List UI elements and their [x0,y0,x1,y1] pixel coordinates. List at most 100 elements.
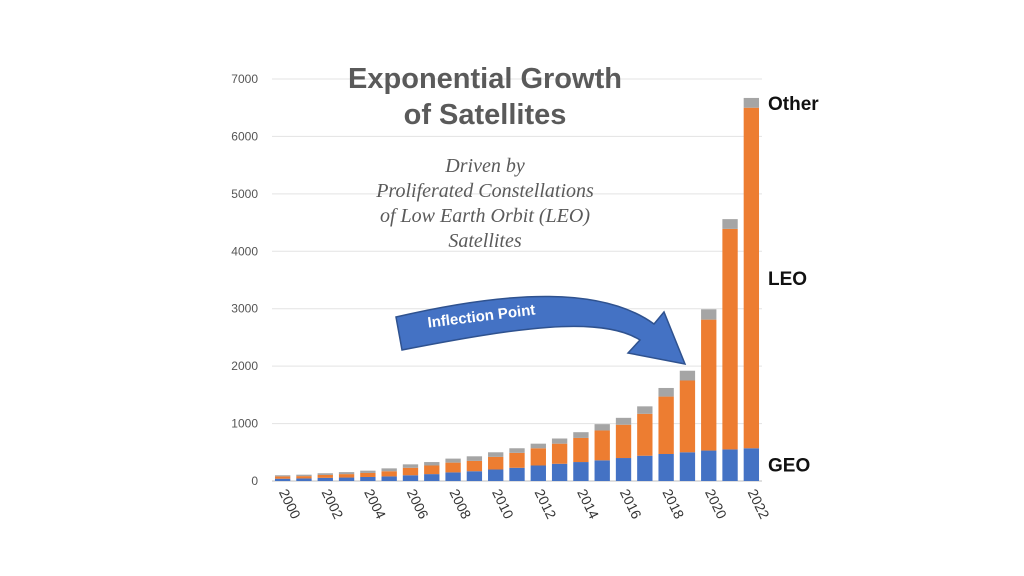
bar-leo-2019 [679,380,696,453]
bar-geo-2001 [296,478,312,481]
x-tick-label-2004: 2004 [361,486,389,521]
bar-other-2004 [360,470,376,473]
bar-geo-2017 [637,455,653,481]
x-tick-label-2014: 2014 [574,486,602,521]
series-label-leo: LEO [768,269,807,290]
bar-leo-2015 [594,430,610,461]
bar-other-2017 [637,406,653,414]
bar-geo-2012 [530,465,546,481]
x-tick-label-2020: 2020 [702,486,730,521]
bar-other-2015 [594,424,610,431]
bar-leo-2002 [317,474,333,478]
bar-geo-2011 [509,467,525,481]
x-tick-label-2016: 2016 [617,486,645,521]
title-line-1: Exponential Growth [348,63,622,95]
bar-geo-2018 [658,454,674,481]
bar-leo-2005 [381,471,397,477]
bar-other-2021 [722,219,738,229]
y-tick-label-5000: 5000 [231,187,258,201]
bar-other-2000 [274,475,291,477]
bar-geo-2007 [424,474,440,481]
bar-other-2012 [530,443,546,449]
chart-title: Exponential Growth of Satellites [348,63,622,131]
bar-geo-2016 [615,458,632,481]
bar-other-2014 [573,432,589,438]
x-tick-label-2002: 2002 [319,486,347,521]
bar-other-2007 [424,462,440,466]
bar-leo-2012 [530,448,546,466]
bar-geo-2005 [381,476,397,481]
x-tick-label-2000: 2000 [276,486,304,521]
title-line-2: of Satellites [404,99,567,131]
series-label-geo: GEO [768,456,810,477]
bar-geo-2022 [743,448,760,481]
bar-geo-2013 [551,463,568,481]
x-tick-label-2022: 2022 [745,486,773,521]
bar-leo-2016 [615,424,632,459]
bar-other-2005 [381,468,397,472]
bar-other-2013 [551,438,568,444]
x-tick-label-2010: 2010 [489,486,517,521]
bar-leo-2006 [402,467,419,476]
bar-leo-2018 [658,396,674,455]
bar-leo-2000 [274,476,291,479]
y-axis-ticks: 0 1000 2000 3000 4000 5000 6000 7000 [231,72,258,488]
bar-leo-2007 [424,465,440,475]
x-tick-label-2008: 2008 [446,486,474,521]
bar-other-2022 [743,97,760,108]
bar-geo-2004 [360,476,376,481]
bar-geo-2000 [274,478,291,481]
bar-other-2016 [615,417,632,425]
inflection-point-arrow: Inflection Point [395,295,687,365]
bar-geo-2019 [679,452,696,481]
bar-geo-2010 [488,469,504,481]
bar-leo-2011 [509,452,525,468]
bar-other-2008 [445,458,461,463]
x-tick-label-2006: 2006 [404,486,432,521]
bar-leo-2022 [743,107,760,449]
bar-geo-2003 [338,477,355,481]
series-label-other: Other [768,94,819,115]
bar-other-2009 [466,456,483,461]
chart-subtitle: Driven by Proliferated Constellations of… [375,155,594,252]
bar-leo-2009 [466,460,483,472]
bar-other-2006 [402,464,419,468]
bar-geo-2015 [594,460,610,481]
y-tick-label-2000: 2000 [231,359,258,373]
gridlines [272,78,762,482]
series-labels: GEO LEO Other [768,94,819,477]
bar-other-2019 [679,370,696,381]
subtitle-line-1: Driven by [444,155,525,177]
y-tick-label-1000: 1000 [231,417,258,431]
bar-other-2018 [658,387,674,397]
bar-leo-2010 [488,456,504,470]
arrow-shape [395,295,687,365]
bar-other-2011 [509,448,525,453]
bar-leo-2020 [701,319,717,451]
bar-leo-2008 [445,462,461,473]
bars [274,97,760,481]
bar-leo-2021 [722,228,738,450]
bar-leo-2014 [573,437,589,463]
y-tick-label-3000: 3000 [231,302,258,316]
subtitle-line-2: Proliferated Constellations [375,180,594,202]
bar-geo-2021 [722,449,738,481]
x-tick-label-2018: 2018 [659,486,687,521]
subtitle-line-4: Satellites [448,230,522,252]
bar-geo-2009 [466,471,483,481]
bar-geo-2006 [402,475,419,481]
subtitle-line-3: of Low Earth Orbit (LEO) [380,205,590,227]
y-tick-label-6000: 6000 [231,129,258,143]
bar-leo-2004 [360,472,376,477]
y-tick-label-0: 0 [251,474,258,488]
x-tick-label-2012: 2012 [532,486,560,521]
bar-geo-2020 [701,450,717,481]
bar-other-2020 [701,309,717,320]
bar-leo-2001 [296,476,312,479]
bar-leo-2017 [637,413,653,456]
x-axis-ticks: 2000 2002 2004 2006 2008 2010 2012 2014 2016 2018… [276,486,773,521]
bar-other-2003 [338,472,355,475]
bar-other-2010 [488,452,504,457]
bar-geo-2014 [573,462,589,481]
